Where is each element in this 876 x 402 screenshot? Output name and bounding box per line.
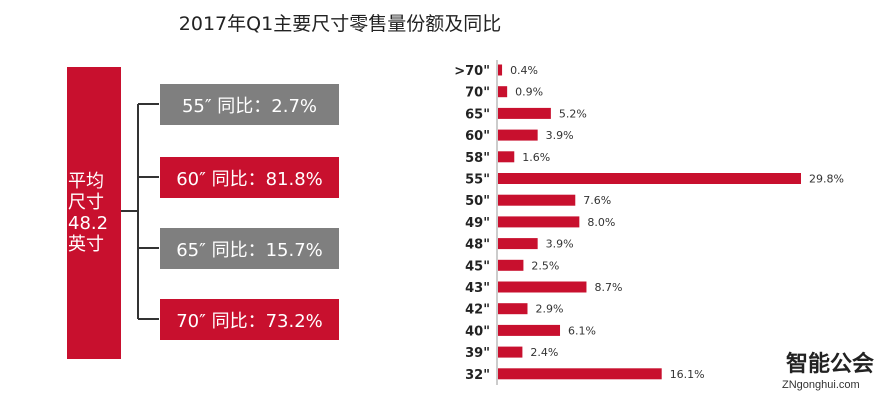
- bar: [498, 173, 801, 184]
- bracket-connector: [121, 103, 159, 320]
- bar: [498, 259, 524, 271]
- value-label: 5.2%: [559, 107, 587, 120]
- yoy-box-70: 70″ 同比：73.2%: [160, 299, 339, 340]
- value-label: 7.6%: [583, 194, 611, 207]
- yoy-box-55: 55″ 同比：2.7%: [160, 84, 339, 125]
- average-size-box: 平均 尺寸 48.2 英寸: [67, 67, 121, 359]
- category-label: 60": [465, 129, 490, 144]
- chart-title: 2017年Q1主要尺寸零售量份额及同比: [178, 13, 502, 35]
- value-label: 8.0%: [587, 216, 615, 229]
- average-line: 48.2: [68, 213, 109, 234]
- bar: [498, 129, 538, 141]
- bar: [498, 64, 503, 76]
- category-label: 40": [465, 324, 490, 339]
- category-label: 49": [465, 216, 490, 231]
- bar: [498, 107, 551, 119]
- bar: [498, 281, 587, 293]
- category-label: 65": [465, 107, 490, 122]
- bar: [498, 303, 528, 315]
- watermark-logo: 智能公会 ZNgonghui.com: [782, 346, 876, 402]
- value-label: 2.9%: [535, 303, 563, 316]
- value-label: 2.4%: [530, 346, 558, 359]
- category-label: 39": [465, 346, 490, 361]
- bar: [498, 151, 515, 163]
- yoy-box-60: 60″ 同比：81.8%: [160, 157, 339, 198]
- category-label: 58": [465, 151, 490, 166]
- category-label: >70": [454, 64, 490, 79]
- yoy-box-65: 65″ 同比：15.7%: [160, 228, 339, 269]
- average-line: 平均: [68, 171, 104, 192]
- value-label: 0.9%: [515, 86, 543, 99]
- category-label: 32": [465, 368, 490, 383]
- value-label: 6.1%: [568, 324, 596, 337]
- bar: [498, 86, 508, 98]
- watermark-text: 智能公会: [786, 352, 875, 377]
- category-label: 50": [465, 194, 490, 209]
- value-label: 1.6%: [522, 151, 550, 164]
- category-label: 43": [465, 281, 490, 296]
- value-label: 2.5%: [531, 259, 559, 272]
- bar: [498, 216, 580, 228]
- bar: [498, 346, 523, 358]
- value-label: 3.9%: [546, 238, 574, 251]
- bar: [498, 368, 662, 380]
- bar: [498, 238, 538, 250]
- category-label: 55": [465, 173, 490, 188]
- average-line: 尺寸: [68, 192, 104, 213]
- category-label: 70": [465, 86, 490, 101]
- watermark-url: ZNgonghui.com: [782, 379, 860, 391]
- value-label: 3.9%: [546, 129, 574, 142]
- average-line: 英寸: [68, 234, 104, 255]
- category-label: 48": [465, 238, 490, 253]
- bar: [498, 194, 576, 206]
- value-label: 8.7%: [594, 281, 622, 294]
- category-label: 45": [465, 259, 490, 274]
- value-label: 16.1%: [670, 368, 705, 381]
- bar: [498, 324, 561, 336]
- value-label: 29.8%: [809, 173, 844, 186]
- category-label: 42": [465, 303, 490, 318]
- value-label: 0.4%: [510, 64, 538, 77]
